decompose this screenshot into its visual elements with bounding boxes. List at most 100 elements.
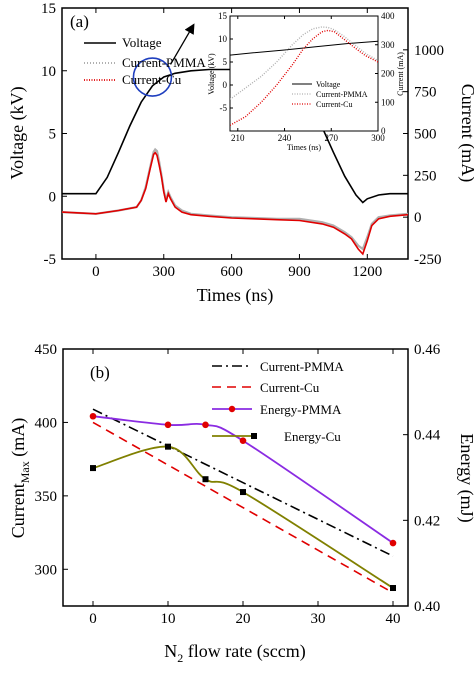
y-right-tick-label: 750 [414, 85, 437, 101]
energy-cu-point [240, 489, 246, 496]
xlabel-rest: flow rate (sccm) [183, 641, 305, 662]
inset-legend-label-current-pmma: Current-PMMA [316, 90, 368, 99]
x-tick-label: 20 [236, 611, 251, 627]
y-left-tick-label: -5 [220, 103, 228, 113]
y-left-tick-label: 10 [41, 64, 56, 80]
y-right-tick-label: 200 [381, 69, 395, 79]
panel-a: 0 300 600 900 1200-5051015-25002505007501000… [7, 1, 474, 306]
x-tick-label: 0 [92, 264, 100, 280]
y-right-tick-label: 0.44 [414, 428, 441, 444]
energy-pmma-point [202, 421, 209, 429]
y-right-tick-label: 1000 [414, 43, 444, 59]
y-right-tick-label: -250 [414, 252, 442, 268]
y-left-tick-label: 350 [35, 489, 58, 505]
ylabel-main: Current [8, 483, 28, 538]
x-tick-label: 900 [288, 264, 311, 280]
y-right-tick-label: 250 [414, 168, 437, 184]
x-tick-label: 0 [89, 611, 97, 627]
x-tick-label: 210 [231, 133, 245, 143]
inset-legend-label-current-cu: Current-Cu [316, 100, 352, 109]
legend-label-current-cu: Current-Cu [122, 72, 182, 87]
x-tick-label: 300 [371, 133, 385, 143]
panel-b-ylabel-left: CurrentMax (mA) [8, 418, 32, 538]
panel-b: 0 10 20 30 40 300 350 400 450 0.40 0.42 0.44 0.46 (b… [8, 342, 474, 665]
y-right-tick-label: 0.40 [414, 599, 440, 615]
panel-b-series-current-cu [92, 421, 394, 594]
inset-background [229, 15, 379, 132]
x-tick-label: 600 [220, 264, 243, 280]
y-left-tick-label: 400 [35, 415, 58, 431]
x-tick-label: 240 [278, 133, 292, 143]
panel-a-zoom-arrow [169, 23, 195, 65]
y-left-tick-label: 0 [223, 80, 228, 90]
energy-pmma-point [239, 437, 247, 444]
x-tick-label: 1200 [352, 264, 382, 280]
panel-b-legend: Current-PMMA Current-Cu Energy-PMMA Ener… [212, 359, 344, 444]
y-right-tick-label: 500 [414, 127, 437, 143]
panel-a-ylabel-left: Voltage (kV) [7, 86, 28, 179]
y-right-tick-label: 0 [414, 210, 422, 226]
panel-a-xlabel: Times (ns) [197, 285, 274, 306]
y-right-tick-label: 400 [381, 11, 395, 21]
panel-a-highlight-circle [132, 57, 173, 97]
x-tick-label: 300 [153, 264, 176, 280]
x-tick-label: 30 [311, 611, 326, 627]
y-left-tick-label: 10 [218, 34, 228, 44]
inset-xlabel: Times (ns) [287, 143, 321, 152]
legend-label-b-current-pmma: Current-PMMA [260, 359, 344, 374]
y-right-tick-label: 0.42 [414, 513, 440, 529]
y-right-tick-label: 0.46 [414, 342, 441, 358]
energy-cu-point [90, 465, 96, 472]
y-left-tick-label: 5 [223, 57, 228, 67]
panel-b-xlabel: N2 flow rate (sccm) [164, 641, 305, 665]
y-right-tick-label: 0 [381, 126, 386, 136]
panel-a-ylabel-right: Current (mA) [457, 84, 474, 182]
panel-b-series-energy-pmma [92, 415, 394, 544]
panel-a-series-current-cu [62, 151, 408, 256]
legend-label-b-energy-cu: Energy-Cu [284, 429, 341, 444]
legend-marker-b-energy-pmma [228, 405, 236, 413]
xlabel-subscript: 2 [177, 651, 183, 665]
panel-a-inset: 210 240 270 300 -5 0 5 10 15 0 100 200 300 400 Voltag… [207, 11, 405, 152]
panel-b-plot-frame [62, 348, 409, 607]
energy-cu-point [202, 476, 209, 483]
xlabel-main: N [164, 641, 177, 661]
y-right-tick-label: 100 [381, 97, 395, 107]
panel-b-ylabel-right: Energy (mJ) [456, 433, 474, 522]
x-tick-label: 40 [386, 611, 401, 627]
legend-marker-b-energy-cu [251, 433, 257, 439]
y-left-tick-label: -5 [44, 252, 57, 268]
panel-a-legend: Voltage Current-PMMA Current-Cu [84, 35, 206, 87]
y-left-tick-label: 5 [49, 127, 57, 143]
legend-label-b-energy-pmma: Energy-PMMA [260, 402, 342, 417]
energy-pmma-point [164, 421, 172, 429]
panel-b-series-energy-cu [92, 445, 394, 589]
energy-cu-point [390, 585, 396, 592]
x-tick-label: 10 [161, 611, 176, 627]
inset-ylabel-right: Current (mA) [396, 52, 405, 96]
panel-b-series-current-pmma [92, 408, 394, 557]
inset-ylabel-left: Voltage (kV) [207, 53, 216, 95]
ylabel-subscript: Max [18, 461, 32, 483]
y-left-tick-label: 15 [41, 1, 56, 17]
panel-b-ticks: 0 10 20 30 40 300 350 400 450 0.40 0.42 0.44 0.46 [35, 342, 441, 627]
energy-pmma-point [389, 539, 397, 547]
legend-label-b-current-cu: Current-Cu [260, 380, 320, 395]
inset-series-voltage [230, 40, 378, 56]
y-left-tick-label: 0 [49, 189, 57, 205]
energy-pmma-point [89, 412, 97, 420]
inset-ticks: 210 240 270 300 -5 0 5 10 15 0 100 200 300 400 [218, 11, 395, 143]
legend-label-voltage: Voltage [122, 35, 162, 50]
panel-b-markers [89, 412, 397, 592]
panel-a-label: (a) [70, 12, 89, 31]
legend-label-current-pmma: Current-PMMA [122, 55, 206, 70]
y-left-tick-label: 15 [218, 11, 228, 21]
y-left-tick-label: 450 [35, 342, 58, 358]
x-tick-label: 270 [325, 133, 339, 143]
inset-series-current-cu [230, 29, 378, 126]
inset-legend-label-voltage: Voltage [316, 80, 341, 89]
panel-b-label: (b) [90, 363, 110, 382]
y-right-tick-label: 300 [381, 40, 395, 50]
